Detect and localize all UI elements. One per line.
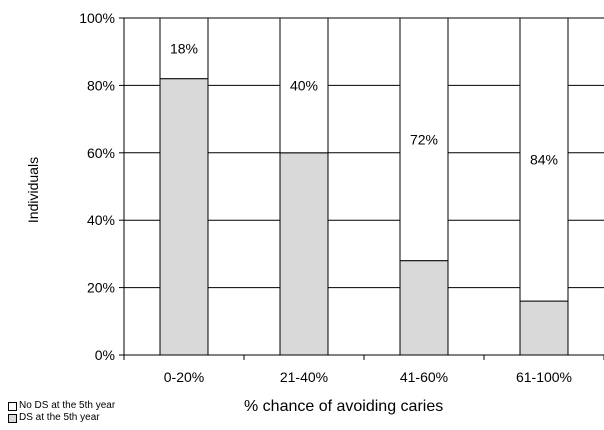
legend-swatch-ds <box>8 413 17 423</box>
y-axis-label: Individuals <box>25 156 41 224</box>
bar-no-ds-3 <box>519 17 569 302</box>
bar-ds-2 <box>399 260 449 356</box>
y-tick-label: 0% <box>95 347 115 363</box>
data-label: 84% <box>530 152 558 168</box>
bar-ds-1 <box>279 152 329 356</box>
data-label: 40% <box>290 77 318 93</box>
bar-ds-3 <box>519 300 569 356</box>
x-tick-label: 21-40% <box>280 369 328 385</box>
bars <box>159 17 569 356</box>
legend: No DS at the 5th year DS at the 5th year <box>8 400 115 424</box>
bar-no-ds-0 <box>159 17 209 80</box>
y-tick-label: 40% <box>87 212 115 228</box>
legend-swatch-no-ds <box>8 401 17 411</box>
legend-item-no-ds: No DS at the 5th year <box>8 400 115 412</box>
x-tick-label: 0-20% <box>164 369 204 385</box>
legend-item-ds: DS at the 5th year <box>8 412 115 424</box>
y-tick-labels: 0% 20% 40% 60% 80% 100% <box>79 10 115 363</box>
data-label: 72% <box>410 131 438 147</box>
y-tick-label: 60% <box>87 145 115 161</box>
y-tick-label: 20% <box>87 280 115 296</box>
data-label: 18% <box>170 40 198 56</box>
bar-no-ds-2 <box>399 17 449 262</box>
bar-ds-0 <box>159 78 209 356</box>
axes <box>119 17 604 360</box>
y-tick-label: 100% <box>79 10 115 26</box>
x-tick-labels: 0-20% 21-40% 41-60% 61-100% <box>164 369 572 385</box>
bar-no-ds-1 <box>279 17 329 154</box>
x-tick-label: 41-60% <box>400 369 448 385</box>
x-tick-label: 61-100% <box>516 369 572 385</box>
legend-label-no-ds: No DS at the 5th year <box>19 400 116 411</box>
data-labels: 18% 40% 72% 84% <box>170 40 558 167</box>
y-tick-label: 80% <box>87 77 115 93</box>
x-axis-label: % chance of avoiding caries <box>244 398 444 415</box>
legend-label-ds: DS at the 5th year <box>19 412 100 423</box>
